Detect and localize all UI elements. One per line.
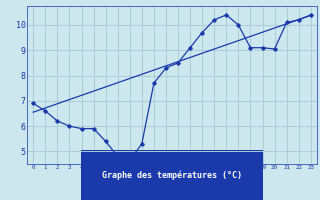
X-axis label: Graphe des températures (°C): Graphe des températures (°C) xyxy=(102,170,242,180)
